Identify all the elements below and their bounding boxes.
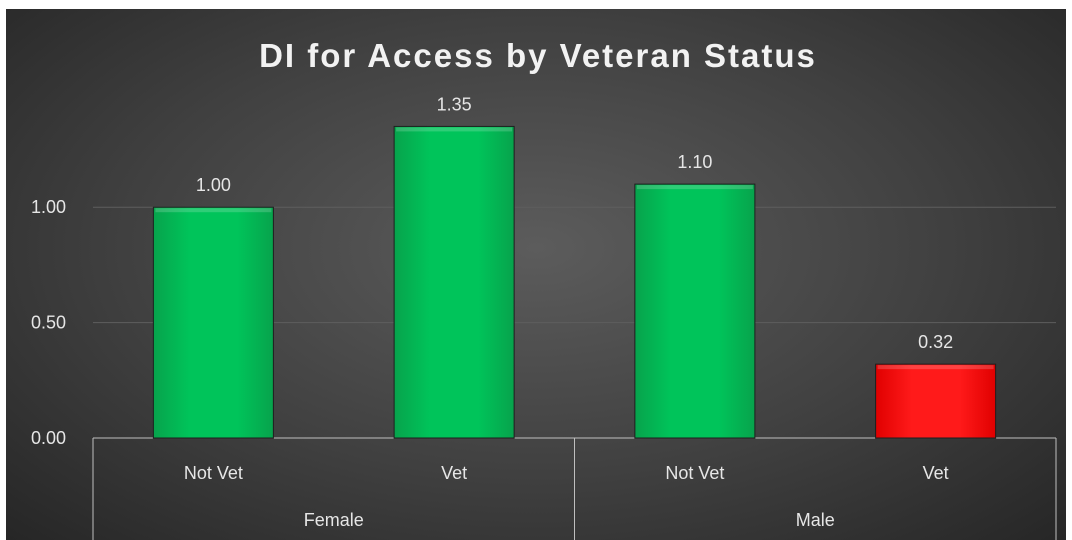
y-tick-label: 0.00: [31, 428, 66, 448]
x-group-label: Male: [796, 510, 835, 530]
bar: [875, 363, 997, 439]
x-category-label: Vet: [441, 463, 467, 483]
data-label: 1.35: [437, 94, 472, 114]
bar: [634, 183, 756, 439]
chart-title: DI for Access by Veteran Status: [259, 37, 817, 74]
chart-frame: DI for Access by Veteran Status 0.00 0.50…: [6, 9, 1066, 540]
bar: [393, 125, 515, 439]
bar-chart: DI for Access by Veteran Status 0.00 0.50…: [31, 37, 1057, 540]
x-group-label: Female: [304, 510, 364, 530]
bar: [152, 206, 274, 439]
x-category-label: Vet: [923, 463, 949, 483]
labels: 0.00 0.50 1.00 1.00 1.35 1.10 0.32 Not Vet Vet No…: [31, 94, 953, 530]
data-label: 1.00: [196, 175, 231, 195]
data-label: 1.10: [677, 152, 712, 172]
bar-highlight: [396, 127, 513, 132]
y-tick-label: 0.50: [31, 313, 66, 333]
bar-highlight: [636, 185, 753, 190]
y-tick-label: 1.00: [31, 197, 66, 217]
data-label: 0.32: [918, 332, 953, 352]
bars: [152, 125, 997, 439]
bar-highlight: [155, 208, 272, 213]
x-category-label: Not Vet: [665, 463, 724, 483]
bar-highlight: [877, 365, 994, 370]
x-category-label: Not Vet: [184, 463, 243, 483]
